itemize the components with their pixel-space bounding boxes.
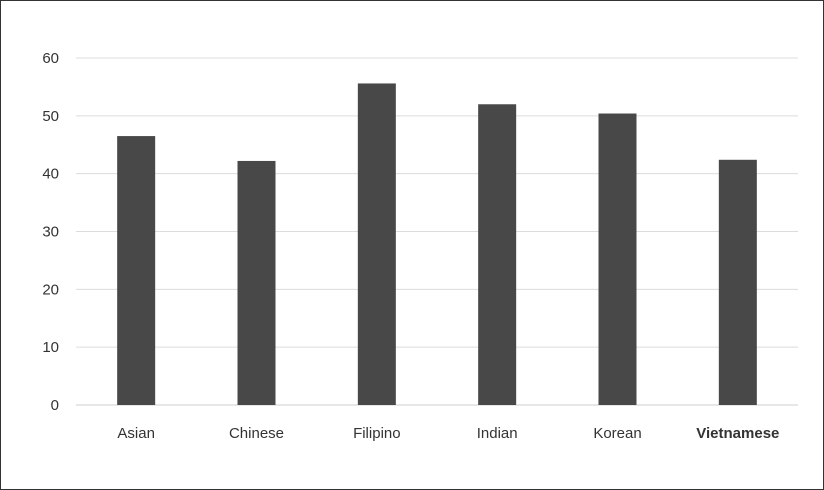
x-axis-labels: Asian Chinese Filipino Indian Korean Vietname… (117, 425, 779, 442)
y-tick-label: 50 (42, 108, 59, 125)
y-tick-label: 30 (42, 224, 59, 241)
bar-vietnamese (718, 159, 757, 405)
bar-chinese (237, 160, 276, 405)
bar-asian (117, 136, 156, 405)
y-tick-label: 0 (51, 397, 59, 414)
bars (117, 83, 757, 406)
y-tick-label: 60 (42, 50, 59, 67)
bar-korean (598, 113, 637, 406)
bar-indian (478, 104, 517, 406)
x-tick-label-vietnamese: Vietnamese (696, 425, 779, 442)
x-tick-label-chinese: Chinese (229, 425, 284, 442)
y-tick-label: 20 (42, 281, 59, 298)
bar-filipino (357, 83, 396, 406)
x-tick-label-filipino: Filipino (353, 425, 401, 442)
x-tick-label-asian: Asian (117, 425, 155, 442)
y-tick-label: 10 (42, 339, 59, 356)
x-tick-label-korean: Korean (593, 425, 641, 442)
y-tick-label: 40 (42, 166, 59, 183)
gridlines (76, 57, 798, 406)
y-axis-ticks: 0 10 20 30 40 50 60 (42, 50, 59, 414)
x-tick-label-indian: Indian (477, 425, 518, 442)
